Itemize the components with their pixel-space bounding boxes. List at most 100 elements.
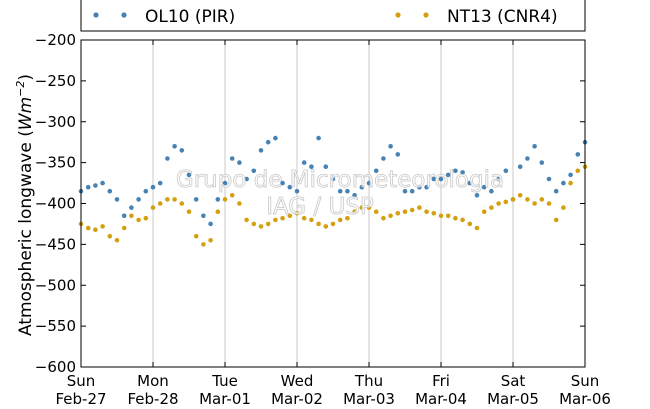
data-point [201,213,206,219]
data-point [373,168,379,174]
data-point [136,197,141,202]
data-point [517,193,523,198]
data-point [532,144,537,149]
data-point [345,188,350,194]
data-point [143,188,149,194]
data-point [287,213,293,219]
data-point [424,184,429,190]
data-point [330,221,336,227]
watermark: Grupo de Micrometeorologia IAG / USP [176,167,505,221]
data-point [337,217,343,223]
data-point [258,224,264,229]
data-point [489,188,494,194]
legend-box [80,0,586,32]
data-point [496,201,501,206]
data-point [489,205,494,210]
data-point [460,170,465,175]
data-point [409,207,415,213]
data-point [409,188,415,194]
data-point [273,135,278,141]
data-point [258,148,264,153]
data-point [143,215,149,221]
data-point [445,172,451,178]
legend: OL10 (PIR) NT13 (CNR4) [80,0,586,32]
data-point [546,176,552,182]
data-point [172,144,177,149]
plot-area: Grupo de Micrometeorologia IAG / USP −60… [35,31,611,408]
watermark-line-1: Grupo de Micrometeorologia [176,167,504,193]
data-point [539,160,545,165]
data-point [395,211,401,216]
y-axis-label-exponent: −2 [14,81,27,97]
data-point [309,217,314,223]
data-point [539,197,545,202]
data-point [222,180,228,186]
data-point [561,180,566,186]
y-tick-label: −550 [35,317,76,335]
legend-marker-ol10-b [121,12,127,18]
data-point [417,205,422,210]
data-point [237,201,242,206]
data-point [229,193,235,198]
data-point [481,184,487,190]
y-axis-label-close: ) [16,74,36,81]
data-point [366,180,372,186]
data-point [237,160,242,165]
data-point [157,180,163,186]
data-point [222,197,228,202]
x-tick-label-date: Mar-01 [199,390,251,408]
data-point [467,180,473,186]
data-point [359,205,365,210]
y-tick-label: −450 [35,235,76,253]
data-point [496,176,501,182]
data-point [309,164,314,169]
data-point [121,225,127,231]
data-point [323,164,329,169]
legend-label-ol10: OL10 (PIR) [145,7,235,27]
data-point [280,180,285,186]
data-point [402,209,408,214]
x-tick-label-date: Mar-05 [487,390,539,408]
data-point [417,184,422,190]
y-tick-label: −350 [35,154,76,172]
data-point [215,197,221,202]
data-point [301,215,307,221]
data-point [165,156,170,161]
data-point [525,156,530,161]
y-tick-label: −250 [35,72,76,90]
data-point [474,225,480,231]
data-point [114,197,120,202]
data-point [186,172,192,178]
data-point [352,193,357,198]
data-point [85,225,91,231]
data-point [481,209,487,214]
data-point [445,213,451,219]
x-tick-label-date: Mar-02 [271,390,323,408]
series-layer [78,135,588,247]
x-tick-label-date: Feb-28 [127,390,178,408]
data-point [467,221,473,227]
data-point [402,188,408,194]
data-point [114,238,120,243]
data-point [546,201,552,206]
y-tick-label: −400 [35,195,76,213]
data-point [193,197,199,202]
x-tick-label-day: Sat [501,372,526,390]
x-tick-label-day: Tue [211,372,238,390]
gridlines [152,40,514,367]
data-point [157,201,163,206]
x-axis: SunFeb-27MonFeb-28TueMar-01WedMar-02ThuM… [55,40,611,408]
data-point [100,180,105,186]
data-point [460,217,465,223]
plot-background [81,40,585,367]
data-point [251,168,257,174]
y-tick-label: −200 [35,31,76,49]
data-point [388,213,393,219]
data-point [301,160,307,165]
data-point [150,205,156,210]
data-point [129,213,134,219]
data-point [568,180,573,186]
data-point [201,242,206,247]
data-point [453,168,458,174]
